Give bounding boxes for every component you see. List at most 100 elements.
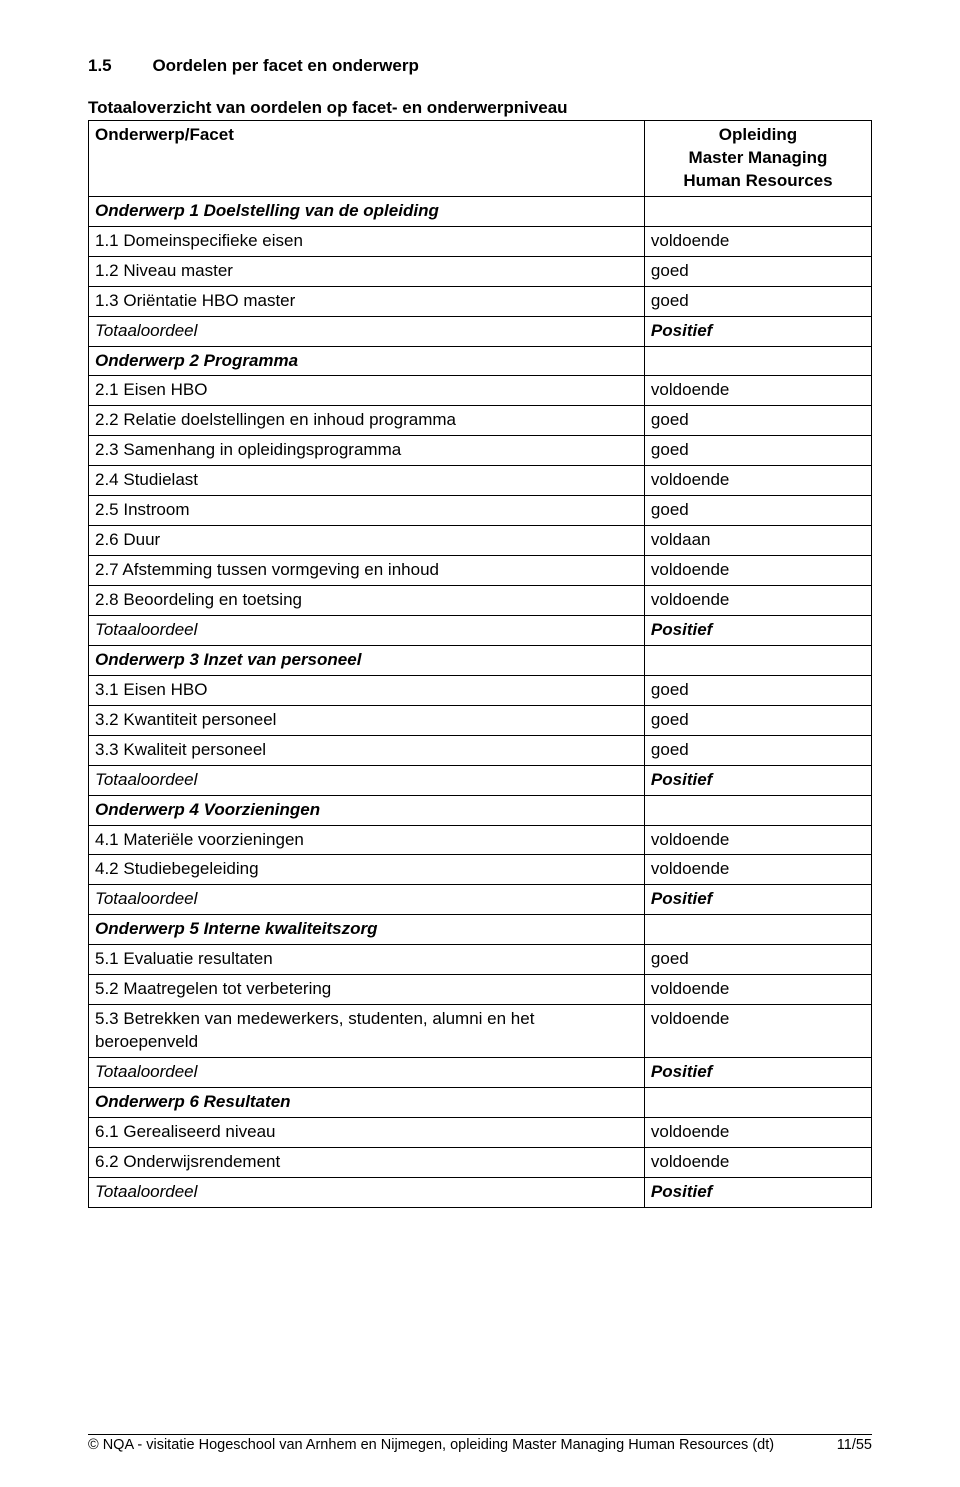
table-row: 2.7 Afstemming tussen vormgeving en inho…: [89, 556, 872, 586]
row-value: [644, 346, 871, 376]
row-label: 2.4 Studielast: [89, 466, 645, 496]
row-label: 2.1 Eisen HBO: [89, 376, 645, 406]
table-row: 1.3 Oriëntatie HBO mastergoed: [89, 286, 872, 316]
row-label: 4.1 Materiële voorzieningen: [89, 825, 645, 855]
table-header-row: Onderwerp/Facet Opleiding Master Managin…: [89, 121, 872, 197]
row-label: Totaaloordeel: [89, 615, 645, 645]
row-label: 2.5 Instroom: [89, 496, 645, 526]
table-row: 2.3 Samenhang in opleidingsprogrammagoed: [89, 436, 872, 466]
row-label: 2.3 Samenhang in opleidingsprogramma: [89, 436, 645, 466]
table-row: TotaaloordeelPositief: [89, 1058, 872, 1088]
row-label: Onderwerp 6 Resultaten: [89, 1087, 645, 1117]
table-row: TotaaloordeelPositief: [89, 615, 872, 645]
row-label: Onderwerp 2 Programma: [89, 346, 645, 376]
table-row: 5.2 Maatregelen tot verbeteringvoldoende: [89, 975, 872, 1005]
row-label: 3.3 Kwaliteit personeel: [89, 735, 645, 765]
row-label: 1.1 Domeinspecifieke eisen: [89, 226, 645, 256]
row-value: goed: [644, 675, 871, 705]
row-label: Totaaloordeel: [89, 1177, 645, 1207]
row-label: 2.6 Duur: [89, 526, 645, 556]
table-row: 2.8 Beoordeling en toetsingvoldoende: [89, 586, 872, 616]
footer-text: © NQA - visitatie Hogeschool van Arnhem …: [88, 1437, 774, 1453]
section-title: Oordelen per facet en onderwerp: [152, 56, 418, 76]
table-subtitle: Totaaloverzicht van oordelen op facet- e…: [88, 98, 872, 118]
table-row: 6.1 Gerealiseerd niveauvoldoende: [89, 1117, 872, 1147]
row-label: 4.2 Studiebegeleiding: [89, 855, 645, 885]
row-label: 3.2 Kwantiteit personeel: [89, 705, 645, 735]
header-right-line2: Master Managing: [689, 148, 828, 167]
row-value: goed: [644, 945, 871, 975]
table-row: 1.1 Domeinspecifieke eisenvoldoende: [89, 226, 872, 256]
row-value: goed: [644, 496, 871, 526]
table-row: 2.2 Relatie doelstellingen en inhoud pro…: [89, 406, 872, 436]
table-row: 5.1 Evaluatie resultatengoed: [89, 945, 872, 975]
row-label: Totaaloordeel: [89, 765, 645, 795]
row-label: Onderwerp 4 Voorzieningen: [89, 795, 645, 825]
header-right-line1: Opleiding: [719, 125, 797, 144]
page-footer: © NQA - visitatie Hogeschool van Arnhem …: [88, 1434, 872, 1453]
table-row: TotaaloordeelPositief: [89, 765, 872, 795]
row-value: Positief: [644, 1058, 871, 1088]
row-value: goed: [644, 406, 871, 436]
row-value: Positief: [644, 765, 871, 795]
table-row: 3.1 Eisen HBOgoed: [89, 675, 872, 705]
table-row: 2.1 Eisen HBOvoldoende: [89, 376, 872, 406]
row-label: 6.2 Onderwijsrendement: [89, 1147, 645, 1177]
row-label: 6.1 Gerealiseerd niveau: [89, 1117, 645, 1147]
row-value: voldoende: [644, 1005, 871, 1058]
row-value: voldoende: [644, 556, 871, 586]
row-label: 3.1 Eisen HBO: [89, 675, 645, 705]
header-right: Opleiding Master Managing Human Resource…: [644, 121, 871, 197]
row-value: [644, 196, 871, 226]
table-row: Onderwerp 2 Programma: [89, 346, 872, 376]
table-row: Onderwerp 5 Interne kwaliteitszorg: [89, 915, 872, 945]
row-label: Totaaloordeel: [89, 1058, 645, 1088]
header-right-line3: Human Resources: [683, 171, 832, 190]
row-value: goed: [644, 286, 871, 316]
table-row: 5.3 Betrekken van medewerkers, studenten…: [89, 1005, 872, 1058]
row-value: voldoende: [644, 855, 871, 885]
table-row: TotaaloordeelPositief: [89, 885, 872, 915]
row-label: 1.3 Oriëntatie HBO master: [89, 286, 645, 316]
table-row: TotaaloordeelPositief: [89, 316, 872, 346]
row-label: 2.7 Afstemming tussen vormgeving en inho…: [89, 556, 645, 586]
row-value: Positief: [644, 1177, 871, 1207]
row-value: voldoende: [644, 825, 871, 855]
table-row: Onderwerp 4 Voorzieningen: [89, 795, 872, 825]
row-label: Onderwerp 3 Inzet van personeel: [89, 645, 645, 675]
row-value: goed: [644, 256, 871, 286]
document-page: 1.5 Oordelen per facet en onderwerp Tota…: [0, 0, 960, 1487]
row-label: 2.2 Relatie doelstellingen en inhoud pro…: [89, 406, 645, 436]
row-label: Totaaloordeel: [89, 885, 645, 915]
row-label: 1.2 Niveau master: [89, 256, 645, 286]
row-value: goed: [644, 436, 871, 466]
table-row: Onderwerp 3 Inzet van personeel: [89, 645, 872, 675]
row-value: voldoende: [644, 226, 871, 256]
row-value: voldoende: [644, 1117, 871, 1147]
row-label: 2.8 Beoordeling en toetsing: [89, 586, 645, 616]
table-row: 3.3 Kwaliteit personeelgoed: [89, 735, 872, 765]
table-row: 6.2 Onderwijsrendementvoldoende: [89, 1147, 872, 1177]
row-value: voldoende: [644, 376, 871, 406]
row-value: Positief: [644, 615, 871, 645]
table-row: Onderwerp 1 Doelstelling van de opleidin…: [89, 196, 872, 226]
footer-rule: [88, 1434, 872, 1435]
table-row: 4.1 Materiële voorzieningenvoldoende: [89, 825, 872, 855]
table-row: 2.6 Duurvoldaan: [89, 526, 872, 556]
row-value: voldaan: [644, 526, 871, 556]
row-value: Positief: [644, 885, 871, 915]
table-row: 2.4 Studielastvoldoende: [89, 466, 872, 496]
row-value: goed: [644, 705, 871, 735]
row-value: voldoende: [644, 975, 871, 1005]
row-label: Onderwerp 1 Doelstelling van de opleidin…: [89, 196, 645, 226]
section-number: 1.5: [88, 56, 148, 76]
header-left: Onderwerp/Facet: [89, 121, 645, 197]
assessment-table: Onderwerp/Facet Opleiding Master Managin…: [88, 120, 872, 1208]
row-value: voldoende: [644, 1147, 871, 1177]
table-row: 2.5 Instroomgoed: [89, 496, 872, 526]
row-label: 5.2 Maatregelen tot verbetering: [89, 975, 645, 1005]
row-value: [644, 1087, 871, 1117]
table-row: 3.2 Kwantiteit personeelgoed: [89, 705, 872, 735]
row-label: Onderwerp 5 Interne kwaliteitszorg: [89, 915, 645, 945]
table-row: 1.2 Niveau mastergoed: [89, 256, 872, 286]
